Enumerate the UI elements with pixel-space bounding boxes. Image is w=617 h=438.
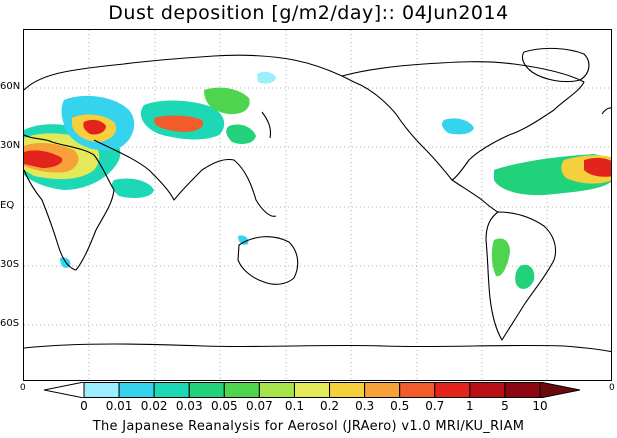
dust-field-atlantic-plume (494, 154, 611, 196)
colorbar-tick-label: 0.2 (319, 399, 340, 413)
colorbar-box (399, 382, 436, 398)
colorbar-tick-label: 0.07 (246, 399, 273, 413)
map-title: Dust deposition [g/m2/day]:: 04Jun2014 (108, 2, 509, 24)
colorbar-box (293, 382, 331, 398)
colorbar (44, 382, 580, 398)
lat-label-30s: 30S (0, 259, 20, 270)
colorbar-tick-label: 0.5 (390, 399, 410, 413)
colorbar-box (153, 382, 190, 398)
lat-label-60s: 60S (0, 318, 20, 329)
colorbar-arrow-low (44, 382, 85, 398)
dust-field-south-america (60, 235, 535, 289)
colorbar-arrow-high (539, 382, 580, 398)
lat-label-eq: EQ (0, 200, 15, 211)
world-map (24, 30, 611, 380)
colorbar-tick-label: 0.7 (425, 399, 445, 413)
colorbar-box (188, 382, 225, 398)
colorbar-tick-label: 0.03 (175, 399, 203, 413)
colorbar-tick-label: 0.01 (105, 399, 133, 413)
colorbar-box (364, 382, 401, 398)
map-panel (23, 29, 612, 381)
colorbar-box (83, 382, 120, 398)
colorbar-tick-label: 0 (80, 399, 88, 413)
colorbar-tick-label: 10 (532, 399, 548, 413)
colorbar-tick-label: 0.05 (210, 399, 238, 413)
footer-credit: The Japanese Reanalysis for Aerosol (JRA… (92, 419, 525, 434)
lat-label-60n: 60N (0, 81, 21, 92)
colorbar-box (223, 382, 260, 398)
dust-field-north-america (257, 71, 474, 135)
colorbar-left-edge-label: 0 (20, 383, 26, 393)
lat-label-30n: 30N (0, 140, 21, 151)
dust-field-sahara-arabia (24, 95, 154, 198)
dust-field-central-asia (140, 87, 256, 144)
colorbar-box (118, 382, 155, 398)
colorbar-tick-label: 0.02 (140, 399, 168, 413)
colorbar-box (504, 382, 541, 398)
colorbar-box (329, 382, 366, 398)
colorbar-box (469, 382, 506, 398)
gridlines (24, 30, 611, 380)
colorbar-box (434, 382, 471, 398)
colorbar-tick-label: 5 (501, 399, 509, 413)
coastlines (24, 47, 611, 353)
colorbar-right-edge-label: 0 (609, 383, 615, 393)
colorbar-box (258, 382, 295, 398)
colorbar-tick-label: 1 (466, 399, 474, 413)
colorbar-tick-label: 0.1 (284, 399, 304, 413)
colorbar-tick-label: 0.3 (355, 399, 375, 413)
